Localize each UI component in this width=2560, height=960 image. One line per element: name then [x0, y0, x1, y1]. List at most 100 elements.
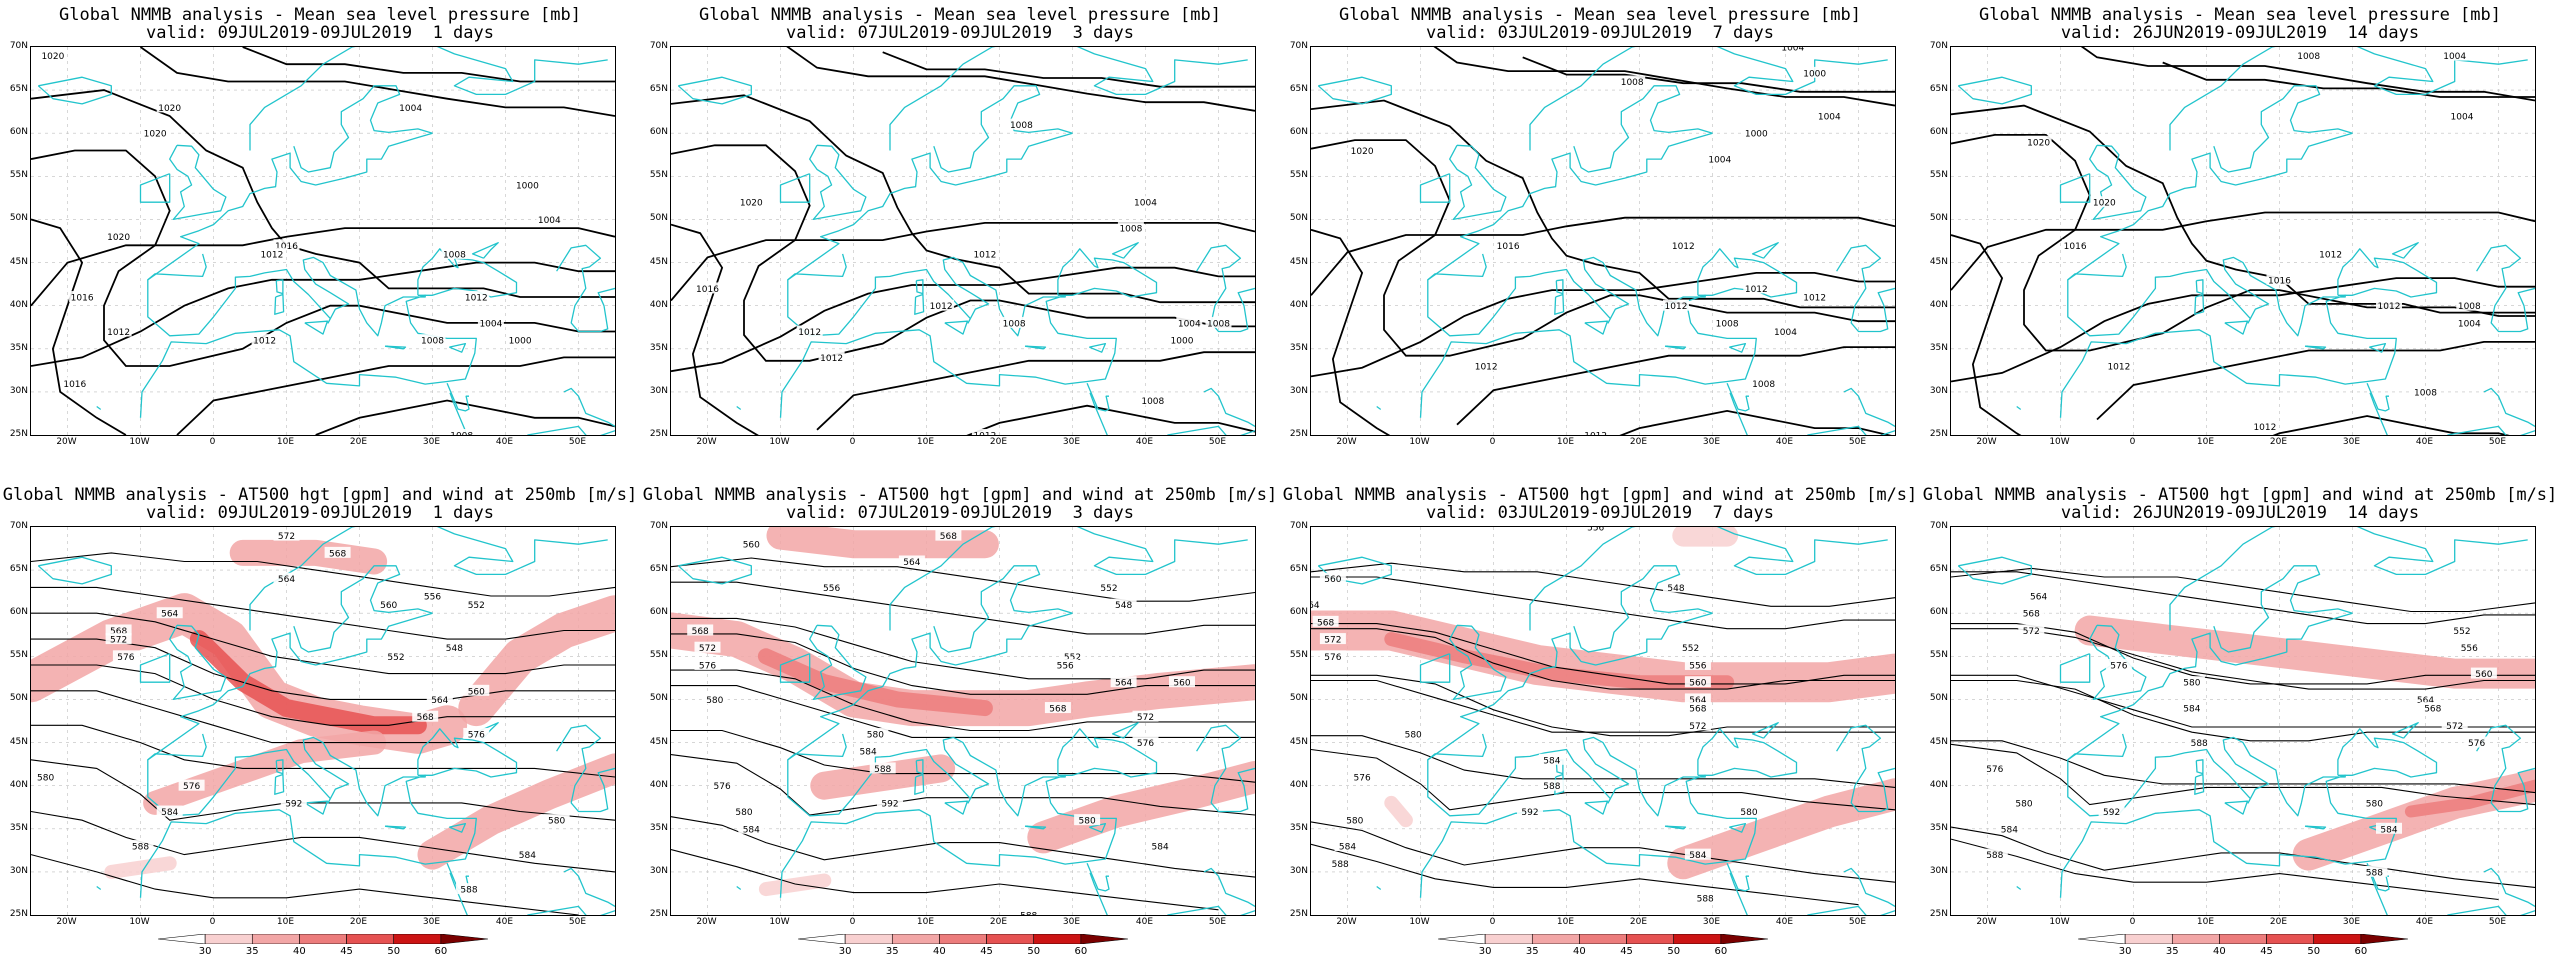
contour-label-bg	[1473, 360, 1500, 372]
contour-value-label: 584	[2183, 705, 2200, 715]
contour-value-label: 1016	[63, 380, 86, 390]
height-contour-line	[671, 633, 1255, 695]
contour-value-label: 552	[1064, 653, 1081, 663]
contour-value-label: 1012	[1475, 363, 1498, 373]
contour-value-label: 572	[278, 532, 295, 542]
contour-value-label: 1004	[479, 319, 502, 329]
map-plot-area: 564 568 572 576 580 552 556 560 564 568 572 576 584 5…	[1950, 526, 2536, 916]
contour-label-bg	[1400, 727, 1427, 739]
height-contour-line	[1311, 821, 1895, 883]
contour-label-bg	[1714, 316, 1741, 328]
latitude-tick-label: 60N	[9, 127, 28, 138]
contour-value-label: 580	[2015, 799, 2032, 809]
coastline	[1836, 724, 1895, 813]
panel-title: Global NMMB analysis - AT500 hgt [gpm] a…	[1282, 485, 1918, 505]
contour-value-label: 564	[161, 610, 178, 620]
panel-title: Global NMMB analysis - Mean sea level pr…	[699, 5, 1221, 25]
contour-label-bg	[156, 101, 183, 113]
longitude-tick-label: 10W	[1409, 437, 1430, 447]
contour-label-bg	[1684, 658, 1711, 670]
latitude-tick-label: 40N	[1929, 299, 1948, 310]
coastline	[293, 85, 433, 173]
contour-label-bg	[1684, 702, 1711, 714]
contour-value-label: 568	[1049, 705, 1066, 715]
coastline	[889, 47, 1248, 151]
isobar-line	[1456, 346, 1895, 426]
jet-wind-band	[417, 753, 615, 870]
contour-label-bg	[105, 230, 132, 242]
jet-wind-band	[104, 856, 177, 879]
coastline	[249, 527, 608, 631]
longitude-tick-label: 10E	[276, 917, 295, 927]
contour-label-bg	[2295, 49, 2322, 61]
coastline	[37, 556, 112, 585]
contour-label-bg	[2178, 676, 2205, 688]
longitude-tick-label: 30E	[1062, 917, 1081, 927]
contour-value-label: 576	[2110, 661, 2127, 671]
coastline	[2369, 392, 2388, 435]
latitude-tick-label: 45N	[9, 736, 28, 747]
longitude-tick-label: 20W	[1976, 437, 1997, 447]
contour-label-bg	[1670, 239, 1697, 251]
longitude-tick-label: 10W	[769, 437, 790, 447]
longitude-tick-label: 50E	[2488, 917, 2507, 927]
longitude-tick-label: 30E	[422, 437, 441, 447]
coastline	[1419, 653, 1451, 683]
colorbar-segment	[939, 934, 987, 944]
contour-label-bg	[2091, 196, 2118, 208]
colorbar-segment	[1579, 934, 1627, 944]
coastline	[944, 320, 969, 335]
contour-label-bg	[1110, 676, 1137, 688]
longitude-tick-label: 40E	[1775, 917, 1794, 927]
latitude-tick-label: 45N	[1929, 736, 1948, 747]
contour-value-label: 588	[1020, 912, 1037, 916]
isobar-line	[2080, 47, 2535, 102]
contour-label-bg	[928, 299, 955, 311]
coastline	[787, 612, 1073, 761]
contour-label-bg	[1743, 282, 1770, 294]
longitude-tick-label: 20E	[1629, 917, 1648, 927]
contour-value-label: 1008	[1621, 78, 1644, 88]
contour-value-label: 1000	[1803, 69, 1826, 79]
graticule	[1311, 527, 1895, 915]
contour-value-label: 568	[1317, 618, 1334, 628]
longitude-tick-label: 10E	[1556, 437, 1575, 447]
jet-wind-band	[1667, 778, 1895, 880]
contour-value-label: 1008	[1141, 397, 1164, 407]
coastline	[779, 256, 1117, 418]
coastline	[787, 132, 1073, 281]
contour-value-label: 1008	[1752, 380, 1775, 390]
height-contour-line	[31, 638, 615, 700]
contour-value-label: 580	[1346, 817, 1363, 827]
contour-value-label: 588	[1543, 782, 1560, 792]
isobar-line	[31, 227, 615, 307]
contour-value-label: 576	[714, 782, 731, 792]
coastline	[1089, 392, 1108, 435]
contour-value-label: 568	[940, 532, 957, 542]
coastline	[2366, 383, 2390, 412]
contour-label-bg	[32, 771, 59, 783]
map-plot-area: 572 568 564 560 564 568 572 556 552 548 552 576 560 5…	[30, 526, 616, 916]
isobar-line	[139, 47, 615, 117]
contour-label-bg	[1205, 316, 1232, 328]
latitude-tick-label: 35N	[649, 822, 668, 833]
contour-value-label: 560	[1173, 679, 1190, 689]
contour-value-label: 1004	[1178, 319, 1201, 329]
contour-label-bg	[738, 538, 765, 550]
contour-label-bg	[694, 658, 721, 670]
contour-value-label: 584	[1543, 756, 1560, 766]
coastline	[37, 76, 112, 105]
longitude-tick-label: 0	[209, 917, 216, 927]
panel-title: Global NMMB analysis - Mean sea level pr…	[1979, 5, 2501, 25]
coastline	[139, 173, 171, 203]
height-contour-line	[1311, 576, 1895, 630]
contour-label-bg	[536, 213, 563, 225]
contour-label-bg	[738, 196, 765, 208]
coastline	[889, 527, 1248, 631]
colorbar-segment	[1438, 934, 1486, 944]
latitude-tick-label: 55N	[649, 170, 668, 181]
contour-value-label: 584	[2380, 825, 2397, 835]
coastline	[1751, 242, 1779, 259]
contour-label-bg	[1052, 658, 1079, 670]
isobar-line	[1311, 139, 1895, 357]
